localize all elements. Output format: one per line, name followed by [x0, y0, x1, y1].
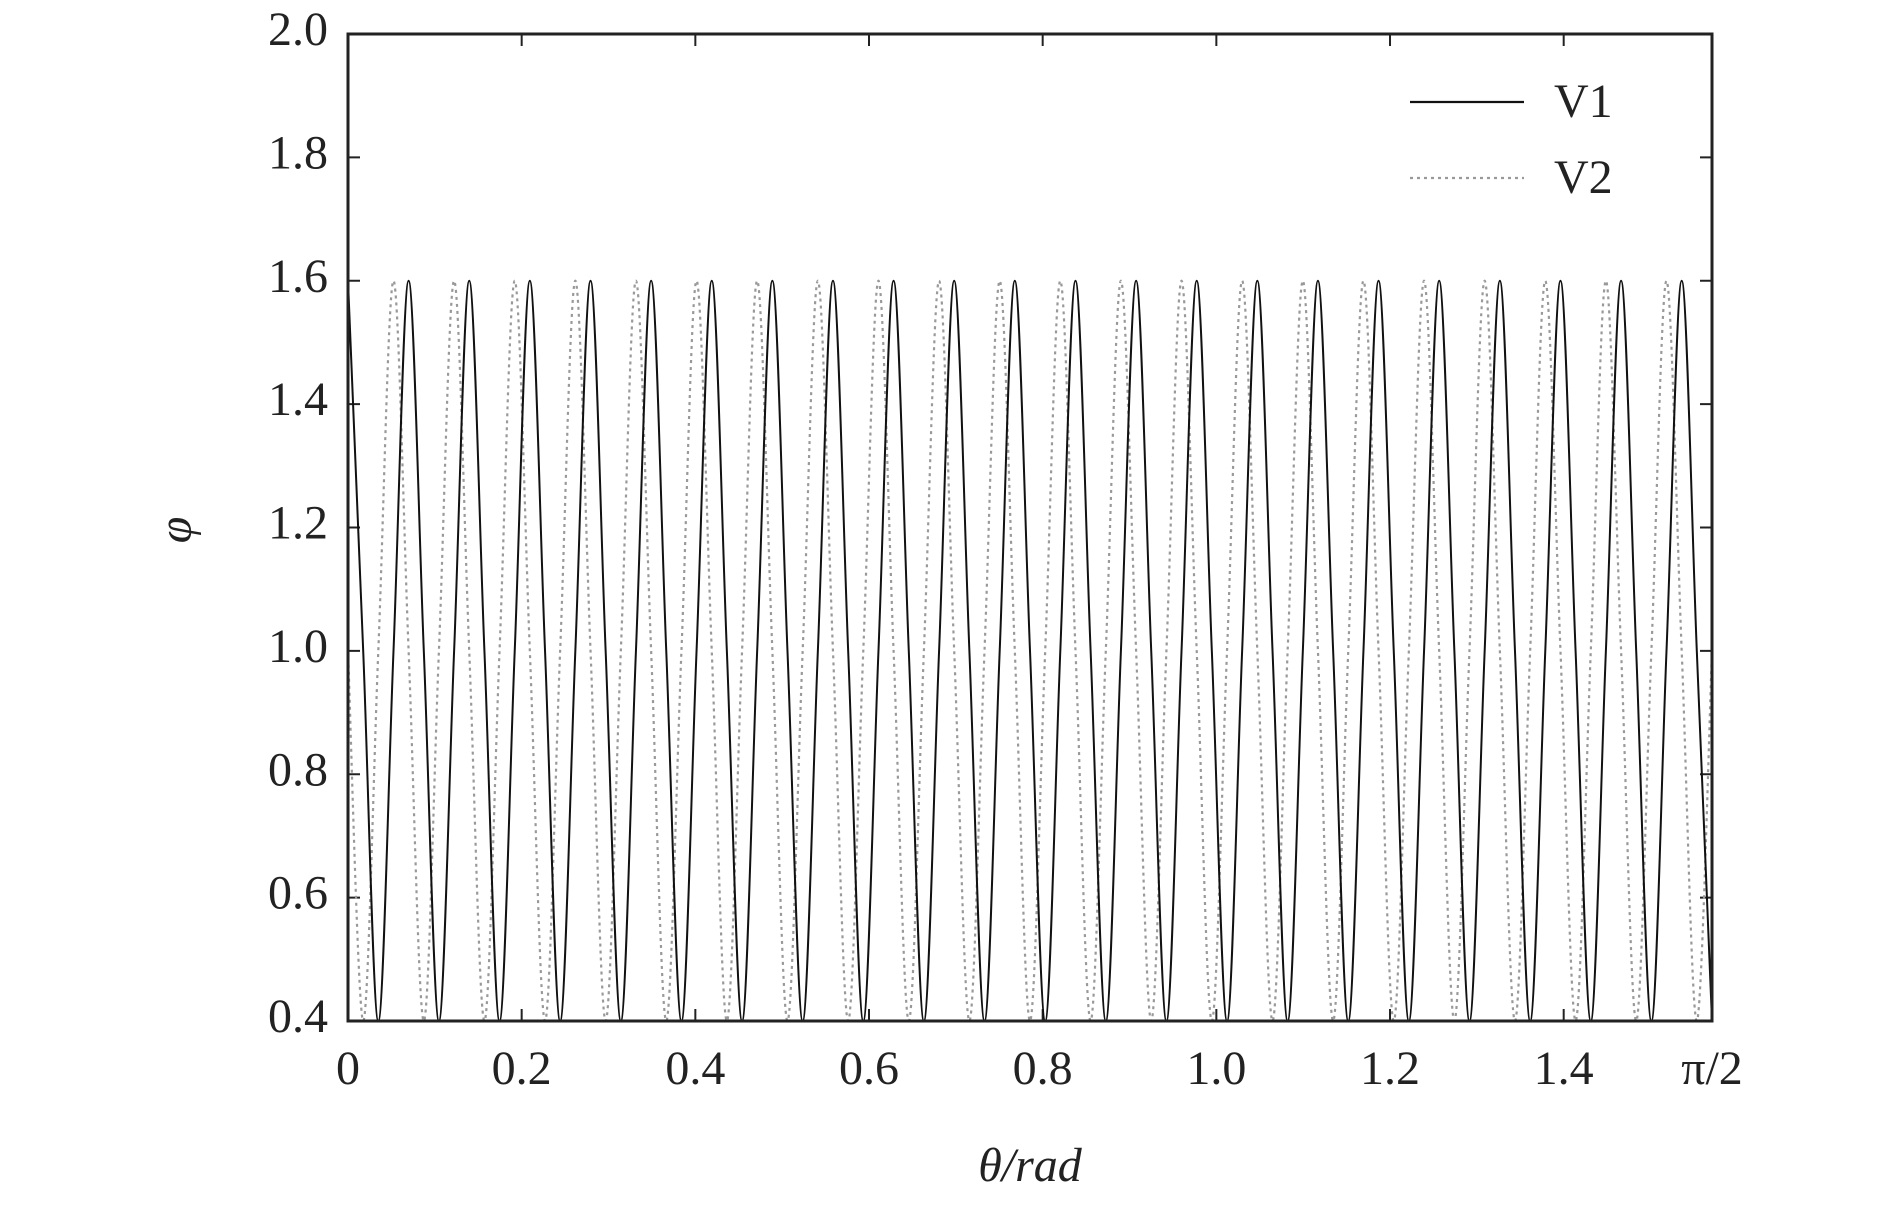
x-tick-label: 1.4	[1534, 1042, 1594, 1095]
x-tick-label: 0.2	[492, 1042, 552, 1095]
y-tick-label: 2.0	[268, 3, 328, 56]
x-tick-label: 0	[336, 1042, 360, 1095]
x-tick-label: π/2	[1681, 1042, 1743, 1095]
legend-label: V2	[1554, 151, 1613, 204]
y-tick-label: 1.6	[268, 250, 328, 303]
x-axis-label: θ/rad	[978, 1139, 1083, 1192]
x-tick-label: 1.2	[1360, 1042, 1420, 1095]
y-tick-label: 1.4	[268, 373, 328, 426]
y-tick-label: 0.4	[268, 990, 328, 1043]
x-tick-label: 0.8	[1013, 1042, 1073, 1095]
y-axis-label: φ	[149, 517, 202, 544]
line-series	[348, 279, 1712, 1021]
y-tick-label: 1.2	[268, 497, 328, 550]
x-tick-label: 0.4	[665, 1042, 725, 1095]
x-tick-label: 1.0	[1186, 1042, 1246, 1095]
y-tick-label: 1.8	[268, 126, 328, 179]
legend-label: V1	[1554, 75, 1613, 128]
line-series	[348, 279, 1712, 1021]
y-tick-label: 1.0	[268, 620, 328, 673]
x-tick-label: 0.6	[839, 1042, 899, 1095]
y-tick-label: 0.8	[268, 743, 328, 796]
y-tick-label: 0.6	[268, 867, 328, 920]
plot-frame	[346, 32, 1714, 1023]
